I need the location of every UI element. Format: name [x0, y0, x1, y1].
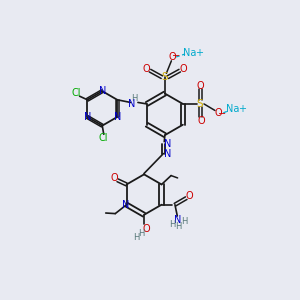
Text: N: N	[128, 99, 136, 109]
Text: O: O	[197, 116, 205, 126]
Text: H: H	[181, 218, 187, 226]
Text: N: N	[99, 86, 106, 96]
Text: H: H	[131, 94, 137, 103]
Text: H: H	[175, 223, 182, 232]
Text: +: +	[238, 104, 246, 114]
Text: −: −	[218, 109, 226, 119]
Text: S: S	[161, 72, 168, 82]
Text: O: O	[110, 173, 118, 183]
Text: H: H	[169, 220, 175, 229]
Text: O: O	[186, 191, 194, 201]
Text: O: O	[169, 52, 176, 62]
Text: O: O	[142, 64, 150, 74]
Text: +: +	[195, 48, 203, 58]
Text: H: H	[139, 229, 145, 238]
Text: S: S	[197, 99, 203, 109]
Text: O: O	[214, 108, 222, 118]
Text: N: N	[164, 148, 172, 159]
Text: Na: Na	[182, 48, 196, 58]
Text: N: N	[174, 215, 182, 225]
Text: N: N	[122, 200, 130, 210]
Text: −: −	[172, 51, 181, 61]
Text: Na: Na	[226, 104, 239, 114]
Text: O: O	[196, 80, 204, 91]
Text: Cl: Cl	[99, 133, 109, 143]
Text: O: O	[142, 224, 150, 234]
Text: N: N	[164, 139, 172, 149]
Text: H: H	[134, 233, 140, 242]
Text: Cl: Cl	[71, 88, 81, 98]
Text: N: N	[113, 112, 121, 122]
Text: O: O	[179, 64, 187, 74]
Text: N: N	[84, 112, 91, 122]
